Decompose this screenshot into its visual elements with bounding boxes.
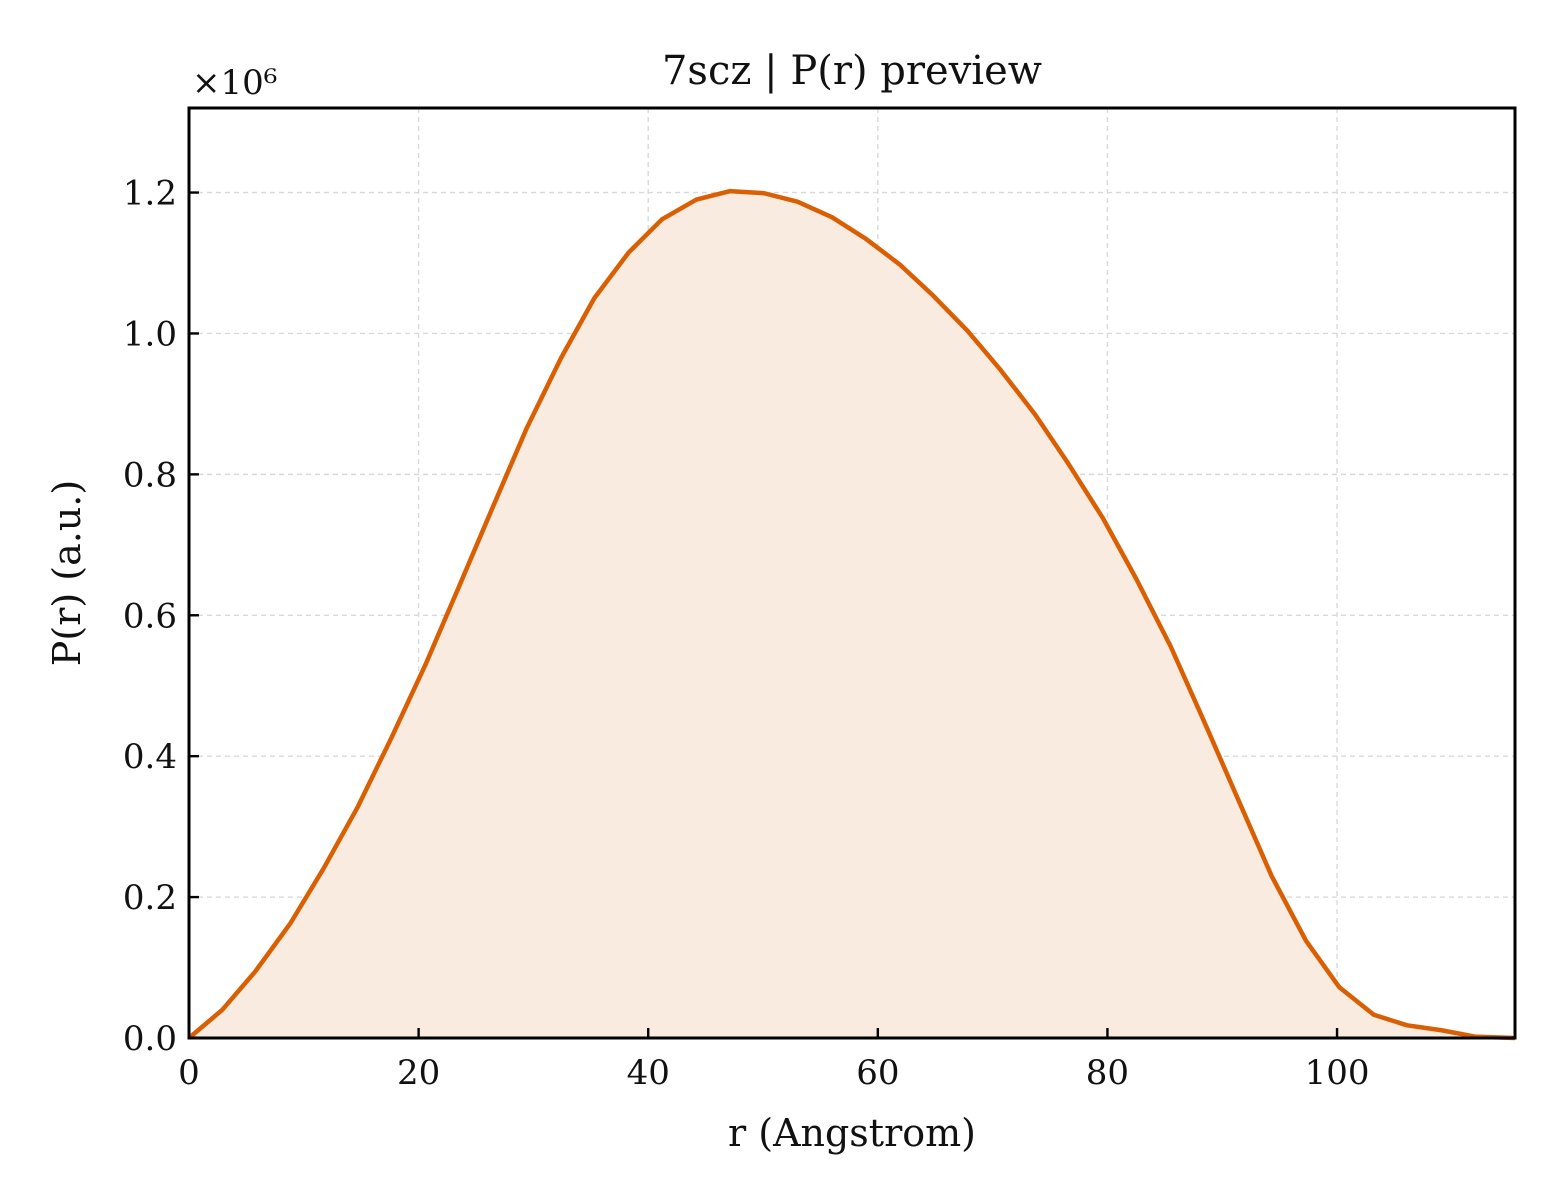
x-tick-label: 20: [397, 1053, 440, 1093]
x-tick-label: 60: [856, 1053, 899, 1093]
pr-area-fill: [189, 191, 1515, 1038]
y-tick-label: 0.6: [123, 596, 177, 636]
y-axis-label: P(r) (a.u.): [45, 480, 89, 666]
x-axis-label: r (Angstrom): [728, 1111, 976, 1155]
y-tick-label: 1.0: [123, 314, 177, 354]
y-tick-label: 0.8: [123, 455, 177, 495]
y-tick-label: 1.2: [123, 174, 177, 214]
x-tick-label: 100: [1305, 1053, 1370, 1093]
tick-layer: [187, 191, 1339, 1040]
y-tick-label: 0.0: [123, 1019, 177, 1059]
pr-series-line: [187, 188, 1516, 1041]
y-tick-label: 0.4: [123, 737, 177, 777]
chart-title: 7scz | P(r) preview: [662, 48, 1042, 94]
x-tick-label: 40: [627, 1053, 670, 1093]
y-axis-multiplier: ×10⁶: [192, 63, 277, 103]
x-tick-label: 0: [178, 1053, 200, 1093]
plot-frame: [187, 106, 1517, 1040]
y-tick-label: 0.2: [123, 878, 177, 918]
x-tick-label: 80: [1086, 1053, 1129, 1093]
